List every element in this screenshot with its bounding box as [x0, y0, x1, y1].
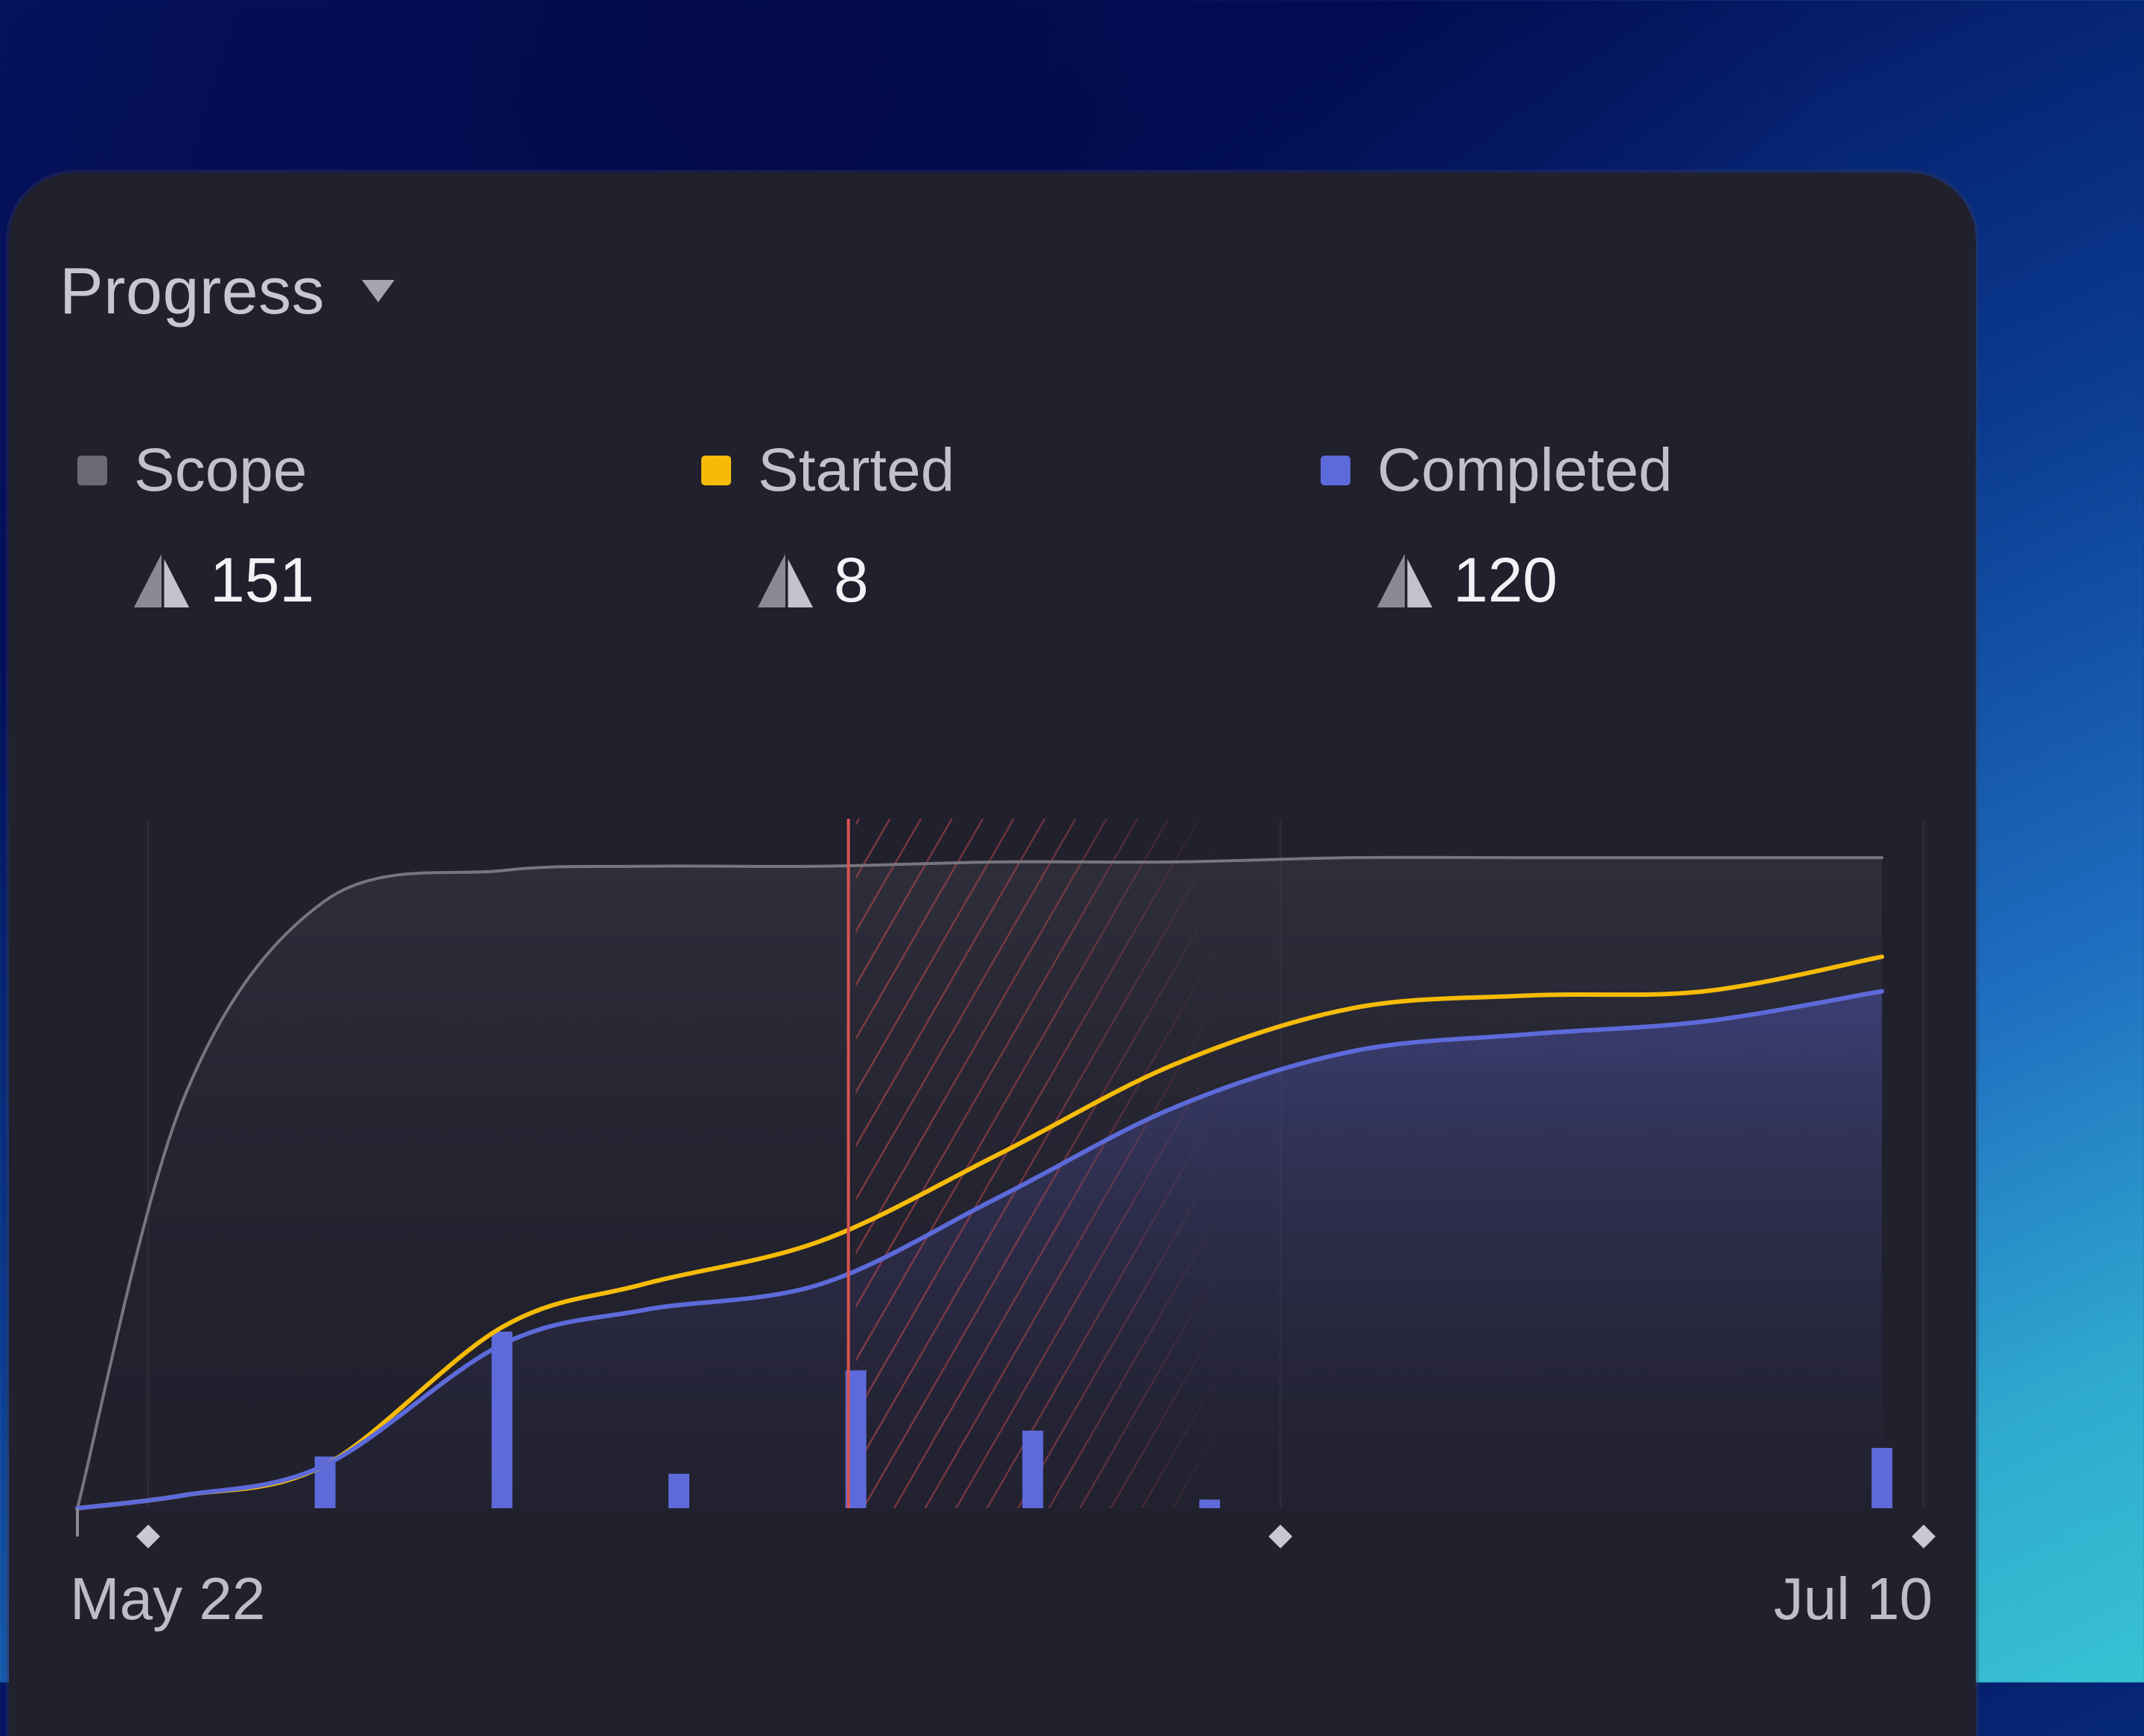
chart-lines: [75, 855, 1884, 1510]
scope-swatch: [77, 456, 107, 485]
stat-label: Scope: [134, 436, 307, 504]
daily-bar: [1199, 1499, 1220, 1508]
daily-bar: [1022, 1430, 1044, 1508]
started-swatch: [701, 456, 731, 485]
axis-milestone-diamond: [1269, 1525, 1292, 1548]
stat-started[interactable]: Started 8: [701, 435, 954, 616]
daily-bar: [669, 1473, 689, 1508]
panel-title: Progress: [60, 254, 325, 328]
stat-value: 120: [1453, 545, 1558, 615]
daily-bar: [1872, 1447, 1892, 1508]
axis-milestone-diamond: [1912, 1525, 1936, 1548]
progress-header[interactable]: Progress: [60, 253, 395, 329]
projection-hatch: [855, 819, 1228, 1508]
daily-bar: [491, 1331, 513, 1508]
stat-value: 8: [834, 545, 869, 615]
series-line-completed: [75, 989, 1884, 1510]
x-axis: May 22 Jul 10: [70, 1508, 1936, 1632]
series-line-scope: [76, 855, 1883, 1510]
stat-label: Completed: [1377, 436, 1673, 504]
x-tick-label-end: Jul 10: [1774, 1566, 1933, 1632]
projection-region: [855, 819, 1228, 1508]
estimate-icon: [758, 553, 813, 607]
stat-label: Started: [758, 436, 955, 504]
progress-chart[interactable]: May 22 Jul 10: [0, 0, 2144, 1682]
estimate-icon: [1377, 553, 1432, 607]
x-tick-label-start: May 22: [70, 1566, 265, 1632]
stat-value: 151: [210, 545, 315, 615]
stat-completed[interactable]: Completed 120: [1321, 435, 1673, 616]
axis-milestone-diamond: [136, 1525, 161, 1548]
caret-down-icon[interactable]: [362, 280, 395, 302]
estimate-icon: [134, 553, 189, 607]
stat-scope[interactable]: Scope 151: [77, 435, 314, 616]
completed-swatch: [1321, 456, 1350, 485]
